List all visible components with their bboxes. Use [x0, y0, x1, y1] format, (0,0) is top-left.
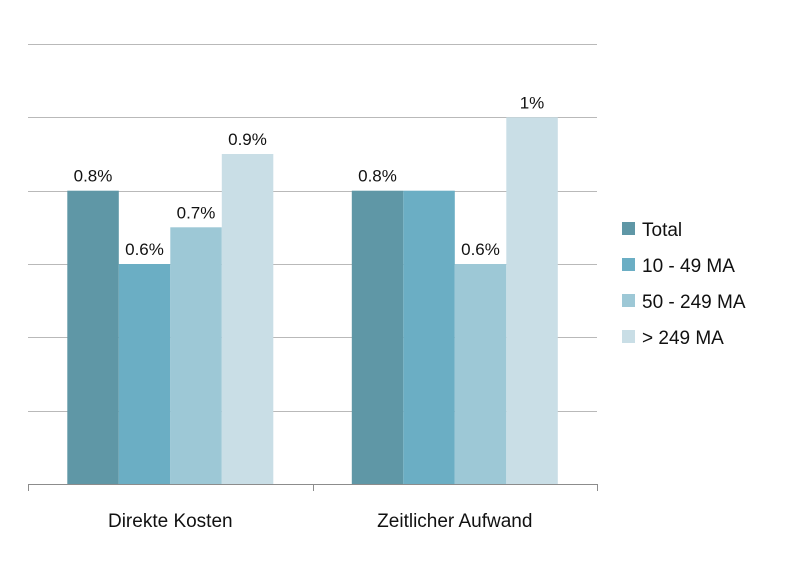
data-labels: 0.8% 0.6% 0.7% 0.9% 0.8% 0.6% 1% — [74, 93, 545, 259]
category-label: Zeitlicher Aufwand — [377, 511, 532, 532]
bar — [454, 264, 507, 484]
bar — [170, 227, 222, 485]
data-label: 0.6% — [461, 240, 500, 259]
bar — [118, 264, 171, 484]
legend-label: 10 - 49 MA — [642, 256, 735, 277]
legend-swatch — [622, 258, 635, 271]
bars — [67, 117, 558, 485]
legend-label: Total — [642, 220, 682, 241]
data-label: 0.7% — [177, 203, 216, 222]
legend-swatch — [622, 294, 635, 307]
bar — [403, 190, 455, 484]
bar — [67, 190, 119, 484]
category-label: Direkte Kosten — [108, 511, 233, 532]
data-label: 0.6% — [125, 240, 164, 259]
x-axis: Direkte Kosten Zeitlicher Aufwand — [28, 484, 598, 532]
legend-swatch — [622, 330, 635, 343]
data-label: 1% — [520, 93, 545, 112]
legend-label: 50 - 249 MA — [642, 292, 746, 313]
bar — [506, 117, 558, 485]
legend: Total 10 - 49 MA 50 - 249 MA > 249 MA — [622, 220, 746, 349]
legend-swatch — [622, 222, 635, 235]
data-label: 0.8% — [74, 167, 113, 186]
data-label: 0.8% — [358, 167, 397, 186]
bar — [221, 154, 274, 484]
legend-label: > 249 MA — [642, 328, 724, 349]
data-label: 0.9% — [228, 130, 267, 149]
bar — [351, 190, 404, 484]
